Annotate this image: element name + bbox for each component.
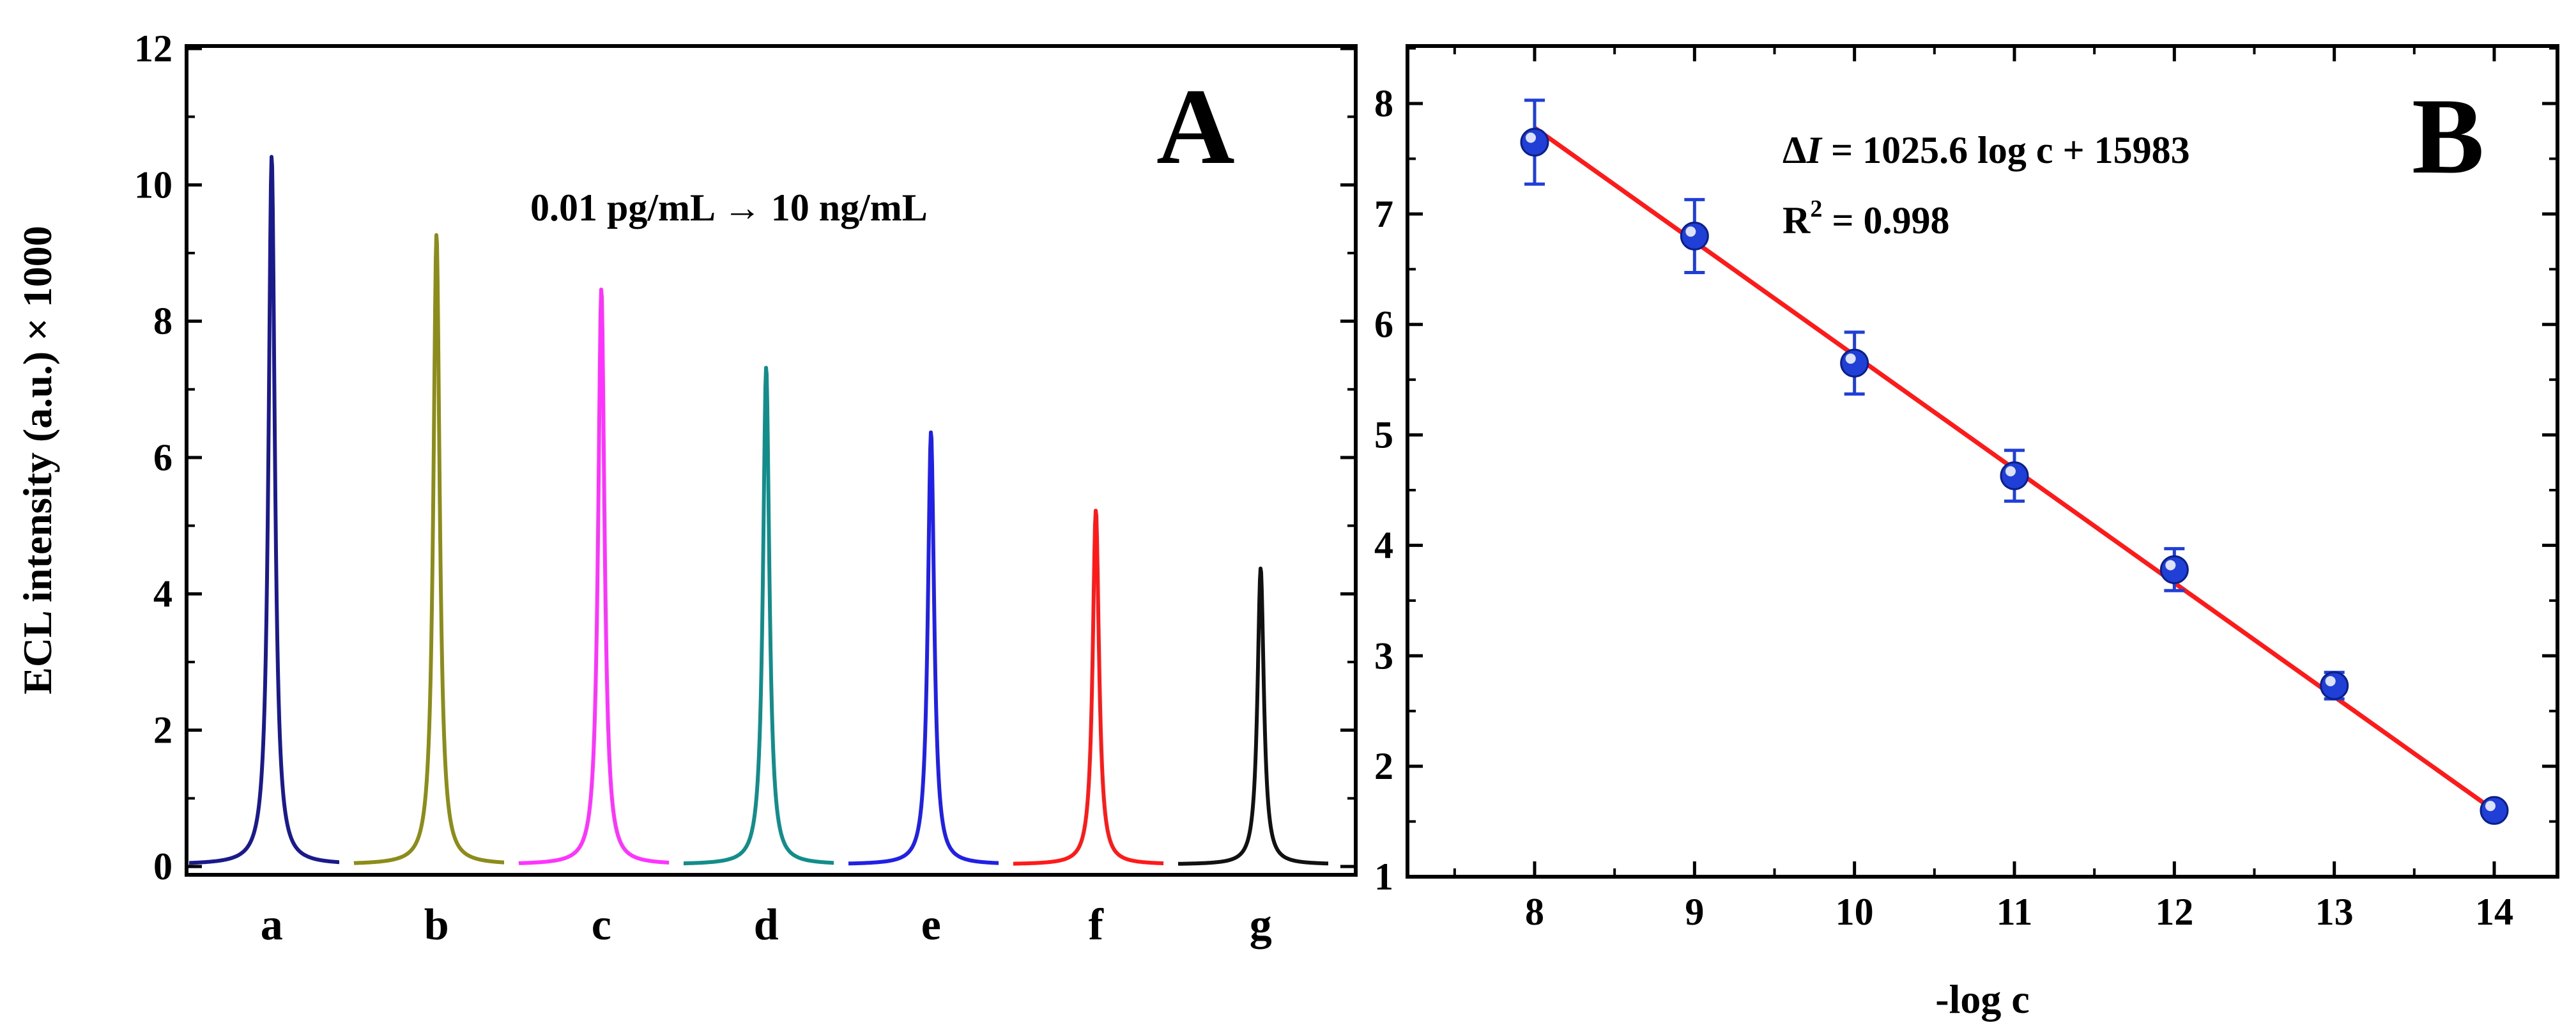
y-tick-label: 5 [1374,414,1393,456]
y-tick-label: 4 [153,573,172,615]
marker [2480,796,2509,825]
marker-highlight [1685,226,1696,237]
panel-a-annotation: 0.01 pg/mL → 10 ng/mL [530,187,928,229]
marker-highlight [2485,801,2496,812]
y-tick-label: 8 [153,300,172,343]
data-point-11 [2000,449,2029,503]
panel-a-y-axis-title: ECL intensity (a.u.) × 1000 [15,226,60,694]
x-tick-label: 11 [1997,891,2033,933]
panel-b-equation: ΔI = 1025.6 log c + 15983 [1782,129,2190,171]
equation-italic-i: I [1806,129,1823,171]
y-tick-label: 3 [1374,635,1393,677]
r2-body: = 0.998 [1822,199,1949,242]
marker-highlight [2325,675,2336,686]
panel-b-r-squared: R2 = 0.998 [1782,196,1950,242]
marker-highlight [1845,353,1856,364]
data-point-9 [1680,197,1709,274]
x-tick-label: 10 [1836,891,1874,933]
equation-body: = 1025.6 log c + 15983 [1821,129,2190,171]
category-label-c: c [592,900,611,950]
peak-curve-f [1012,509,1165,866]
category-label-a: a [261,900,283,950]
data-point-10 [1840,330,1869,396]
category-label-d: d [754,900,779,950]
panel-b-label: B [2412,76,2484,196]
panel-a-category-labels: a b c d e f g [261,900,1272,950]
data-point-8 [1520,98,1549,186]
x-tick-label: 14 [2475,891,2513,933]
y-tick-label: 6 [1374,304,1393,346]
panel-b-frame [1406,44,2559,879]
y-tick-label: 8 [1374,82,1393,125]
category-label-f: f [1089,900,1104,950]
equation-delta: Δ [1782,129,1807,171]
r2-superscript: 2 [1810,196,1822,222]
marker [2320,671,2349,700]
panel-a-frame [185,44,1358,877]
r2-prefix: R [1782,199,1811,242]
marker [1680,221,1709,250]
peak-curve-b [353,233,505,865]
peak-curve-g [1177,566,1330,866]
panel-a-y-ticks: 0 2 4 6 8 10 12 [134,27,1356,888]
data-point-12 [2159,547,2189,592]
peak-curve-a [188,155,341,865]
x-tick-label: 8 [1525,891,1544,933]
panel-a-label: A [1156,66,1235,187]
marker [2000,461,2029,491]
marker-highlight [2165,560,2176,571]
category-label-b: b [424,900,449,950]
peak-curve-c [518,288,670,865]
y-tick-label: 4 [1374,524,1393,566]
data-point-14 [2480,796,2509,825]
category-label-g: g [1250,900,1272,950]
panel-b-x-axis-title: -log c [1935,976,2030,1022]
y-tick-label: 2 [1374,745,1393,787]
x-tick-label: 13 [2315,891,2354,933]
marker-highlight [1526,132,1536,143]
panel-a-chart: 0 2 4 6 8 10 12 a b c d e f g ECL intensity (a.u.) ×… [15,27,1358,950]
y-tick-label: 6 [153,436,172,479]
peak-curve-d [682,366,835,866]
data-point-13 [2320,670,2349,701]
x-tick-label: 12 [2155,891,2193,933]
y-tick-label: 0 [153,845,172,888]
marker-highlight [2005,466,2016,477]
category-label-e: e [921,900,941,950]
y-tick-label: 1 [1374,856,1393,898]
y-tick-label: 2 [153,709,172,751]
peak-curve-e [847,430,1000,866]
marker [1520,128,1549,157]
y-tick-label: 7 [1374,193,1393,235]
panel-b-data-points [1520,98,2509,825]
y-tick-label: 12 [134,27,172,70]
marker [2159,555,2189,584]
y-tick-label: 10 [134,164,172,206]
panel-a-peaks [188,155,1330,866]
marker [1840,348,1869,378]
x-tick-label: 9 [1685,891,1704,933]
